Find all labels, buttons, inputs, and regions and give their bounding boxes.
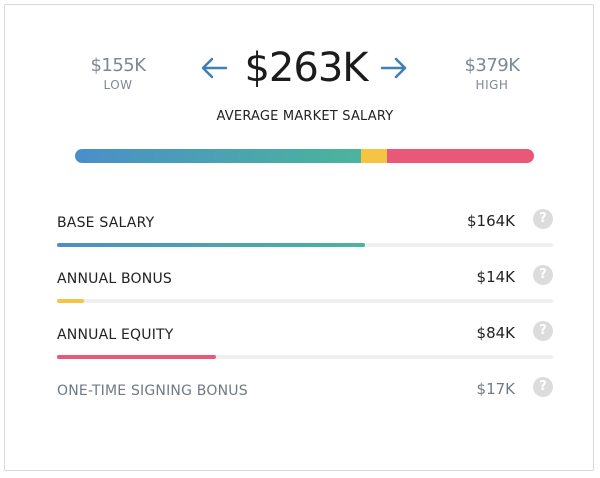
annual-bonus-fill <box>57 299 85 303</box>
signing-bonus-label: ONE-TIME SIGNING BONUS <box>57 383 248 399</box>
previous-arrow-icon[interactable] <box>199 55 229 81</box>
help-icon[interactable]: ? <box>533 265 553 285</box>
annual-equity-fill <box>57 355 216 359</box>
annual-bonus-track <box>57 299 553 303</box>
base-salary-segment <box>75 149 361 163</box>
low-caption: LOW <box>103 78 133 92</box>
help-icon[interactable]: ? <box>533 209 553 229</box>
annual-equity-row: ANNUAL EQUITY $84K ? <box>57 317 553 365</box>
base-salary-track <box>57 243 553 247</box>
base-salary-value: $164K <box>466 212 515 230</box>
annual-bonus-segment <box>361 149 387 163</box>
high-caption: HIGH <box>475 78 509 92</box>
high-amount: $379K <box>464 55 520 76</box>
signing-bonus-value: $17K <box>476 380 515 398</box>
low-salary: $155K LOW <box>78 55 158 92</box>
annual-bonus-row: ANNUAL BONUS $14K ? <box>57 261 553 309</box>
help-icon[interactable]: ? <box>533 377 553 397</box>
low-amount: $155K <box>90 55 146 76</box>
annual-equity-track <box>57 355 553 359</box>
next-arrow-icon[interactable] <box>379 55 409 81</box>
salary-card: $155K LOW $263K $379K HIGH AVERAGE MARKE… <box>4 4 594 471</box>
base-salary-fill <box>57 243 365 247</box>
high-salary: $379K HIGH <box>452 55 532 92</box>
signing-bonus-row: ONE-TIME SIGNING BONUS $17K ? <box>57 373 553 421</box>
annual-equity-label: ANNUAL EQUITY <box>57 327 174 343</box>
base-salary-row: BASE SALARY $164K ? <box>57 205 553 253</box>
annual-bonus-label: ANNUAL BONUS <box>57 271 172 287</box>
annual-equity-value: $84K <box>476 324 515 342</box>
average-salary-amount: $263K <box>244 45 368 91</box>
help-icon[interactable]: ? <box>533 321 553 341</box>
annual-bonus-value: $14K <box>476 268 515 286</box>
compensation-breakdown-bar <box>75 149 534 163</box>
base-salary-label: BASE SALARY <box>57 215 155 231</box>
annual-equity-segment <box>387 149 534 163</box>
average-salary-label: AVERAGE MARKET SALARY <box>216 109 394 124</box>
